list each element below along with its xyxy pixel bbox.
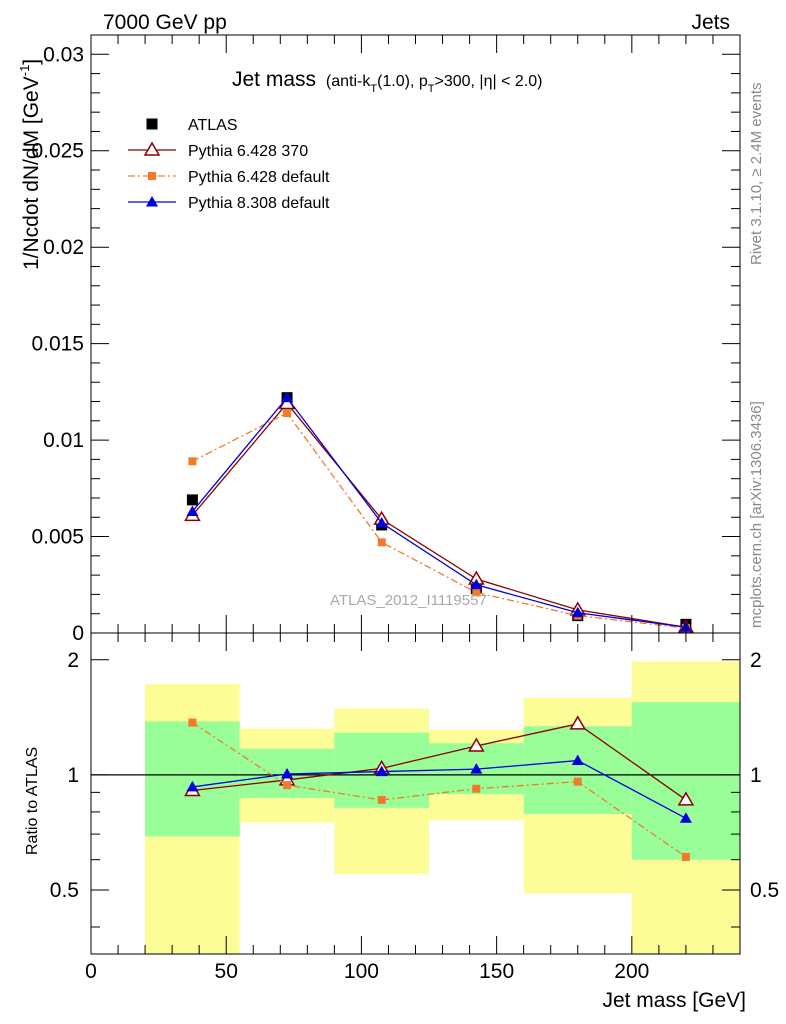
series-line-pythia-8-308-default [191,396,687,628]
ratio-band-inner [145,721,240,837]
ratio-point-pythia-6-428-default [681,852,690,861]
data-point-atlas [186,494,198,506]
main-y-axis-label-end: ] [20,59,43,65]
ratio-point-pythia-6-428-370 [468,737,485,752]
plot-title-sub: (anti-k [326,73,371,90]
ratio-line-pythia-8-308-default [192,759,687,819]
x-tick-label: 0 [85,960,97,983]
data-point-pythia-6-428-default [188,457,197,466]
ratio-band-inner [631,702,740,860]
main-y-tick-label: 0.02 [43,236,84,259]
data-point-pythia-8-308-default [186,505,199,516]
x-tick-label: 200 [614,960,649,983]
ratio-y-axis-label: Ratio to ATLAS [24,747,41,855]
ratio-point-pythia-8-308-default [679,812,692,823]
ratio-point-pythia-6-428-default [283,781,292,790]
legend: ATLAS Pythia 6.428 370 Pythia 6.428 defaul… [128,117,330,212]
main-plot-panel: 0 0.005 0.01 0.015 0.02 0.025 0.03 ATLAS_2012_… [17,34,741,645]
ratio-point-pythia-6-428-default [573,777,582,786]
ratio-point-pythia-6-428-default [472,784,481,793]
x-tick-label: 100 [344,960,379,983]
main-y-tick-label: 0.005 [31,526,84,549]
data-point-pythia-8-308-default [571,606,584,618]
ratio-point-pythia-8-308-default [281,768,294,779]
series-line-pythia-6-428-370 [191,402,687,628]
ratio-y-tick-label-right: 0.5 [750,879,779,902]
legend-marker-pythia-6-428-370 [143,141,161,156]
ratio-point-pythia-6-428-default [188,718,197,727]
ratio-y-tick-label: 1 [67,764,79,787]
ratio-y-tick-label-right: 2 [750,649,762,672]
ratio-point-pythia-6-428-370 [569,715,587,730]
header-left-label: 7000 GeV pp [103,11,227,34]
legend-label-pythia-6-428-default: Pythia 6.428 default [188,169,330,186]
ratio-plot-panel: 0 50 100 150 200 0.5 0.5 1 1 2 2 Ratio to ATLAS Je… [24,632,779,1012]
legend-label-pythia-8-308-default: Pythia 8.308 default [188,195,330,212]
ratio-point-pythia-8-308-default [375,765,388,777]
ratio-point-pythia-8-308-default [470,763,483,774]
mcplots-label: mcplots.cern.ch [arXiv:1306.3436] [748,401,765,628]
main-y-axis-label-text: 1/Ncdot dN/dM [GeV [20,76,43,270]
main-y-tick-label: 0.025 [31,140,84,163]
ratio-y-tick-label-right: 1 [750,764,762,787]
data-point-pythia-8-308-default [470,578,483,590]
x-tick-label: 50 [215,960,238,983]
data-point-pythia-6-428-default [377,538,386,547]
main-y-tick-label: 0.01 [43,429,84,452]
main-y-tick-label: 0.015 [31,333,84,356]
x-axis-label: Jet mass [GeV] [602,989,746,1012]
ratio-point-pythia-6-428-370 [677,791,695,806]
ratio-point-pythia-8-308-default [571,754,584,766]
ratio-line-pythia-6-428-default [192,722,687,858]
plot-title-sub-mid: (1.0), p [377,73,428,90]
plot-title-sub-pt: T [428,83,435,95]
x-tick-label: 150 [479,960,514,983]
ratio-point-pythia-8-308-default [186,780,199,792]
main-y-axis-label: 1/Ncdot dN/dM [GeV-1] [17,59,43,270]
plot-title-main: Jet mass [232,68,316,91]
ratio-y-tick-label: 2 [67,649,79,672]
plot-title: Jet mass (anti-kT(1.0), pT>300, |η| < 2.… [232,68,542,95]
plot-title-sub-end: >300, |η| < 2.0) [434,73,542,90]
ratio-band-inner [523,726,632,815]
data-point-pythia-6-428-default [283,409,292,418]
ratio-line-pythia-6-428-370 [192,723,687,801]
legend-marker-atlas [146,118,158,130]
plot-title-sub-t: T [370,83,377,95]
header-right-label: Jets [691,11,730,34]
rivet-label: Rivet 3.1.10, ≥ 2.4M events [748,83,765,266]
main-y-tick-label: 0.03 [43,43,84,66]
legend-marker-pythia-8-308-default [146,196,158,207]
ratio-point-pythia-6-428-default [377,795,386,804]
main-y-axis-label-sup: -1 [17,65,32,77]
data-point-pythia-8-308-default [281,391,294,403]
data-point-pythia-8-308-default [375,517,388,528]
ratio-y-tick-label: 0.5 [50,879,79,902]
main-y-tick-label: 0 [72,622,84,645]
legend-marker-pythia-6-428-default [148,172,156,180]
legend-label-pythia-6-428-370: Pythia 6.428 370 [188,143,308,160]
legend-label-atlas: ATLAS [188,117,238,134]
watermark-label: ATLAS_2012_I1119557 [330,592,487,609]
series-line-pythia-6-428-default [192,412,686,629]
data-point-pythia-6-428-default [472,588,481,597]
